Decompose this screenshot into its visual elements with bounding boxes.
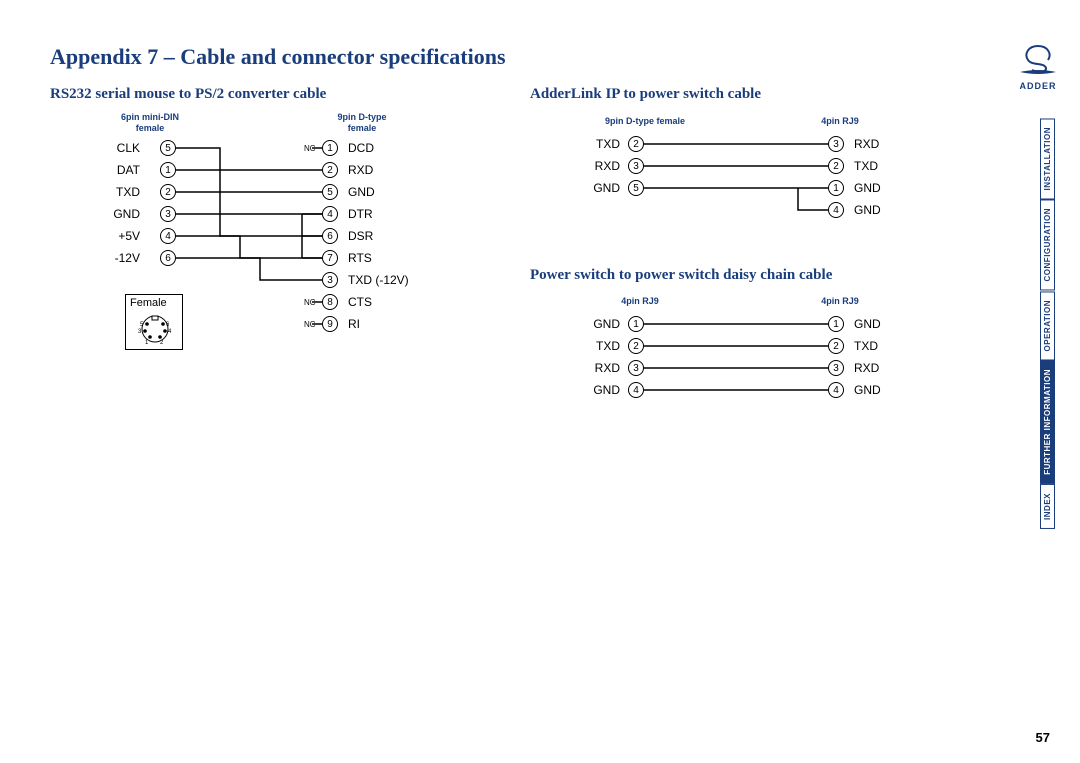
brand-text: ADDER [1016,81,1060,91]
sidebar-item-installation[interactable]: INSTALLATION [1040,118,1055,199]
sidebar-item-index[interactable]: INDEX [1040,484,1055,529]
adder-logo: ADDER [1016,42,1060,91]
sidebar-item-further-information[interactable]: FURTHER INFORMATION [1040,360,1055,484]
page-number: 57 [1036,730,1050,745]
snake-icon [1016,42,1060,76]
sidebar-item-operation[interactable]: OPERATION [1040,291,1055,360]
section3-wires [0,0,900,440]
sidebar-nav: INSTALLATIONCONFIGURATIONOPERATIONFURTHE… [1040,118,1060,529]
sidebar-item-configuration[interactable]: CONFIGURATION [1040,199,1055,290]
